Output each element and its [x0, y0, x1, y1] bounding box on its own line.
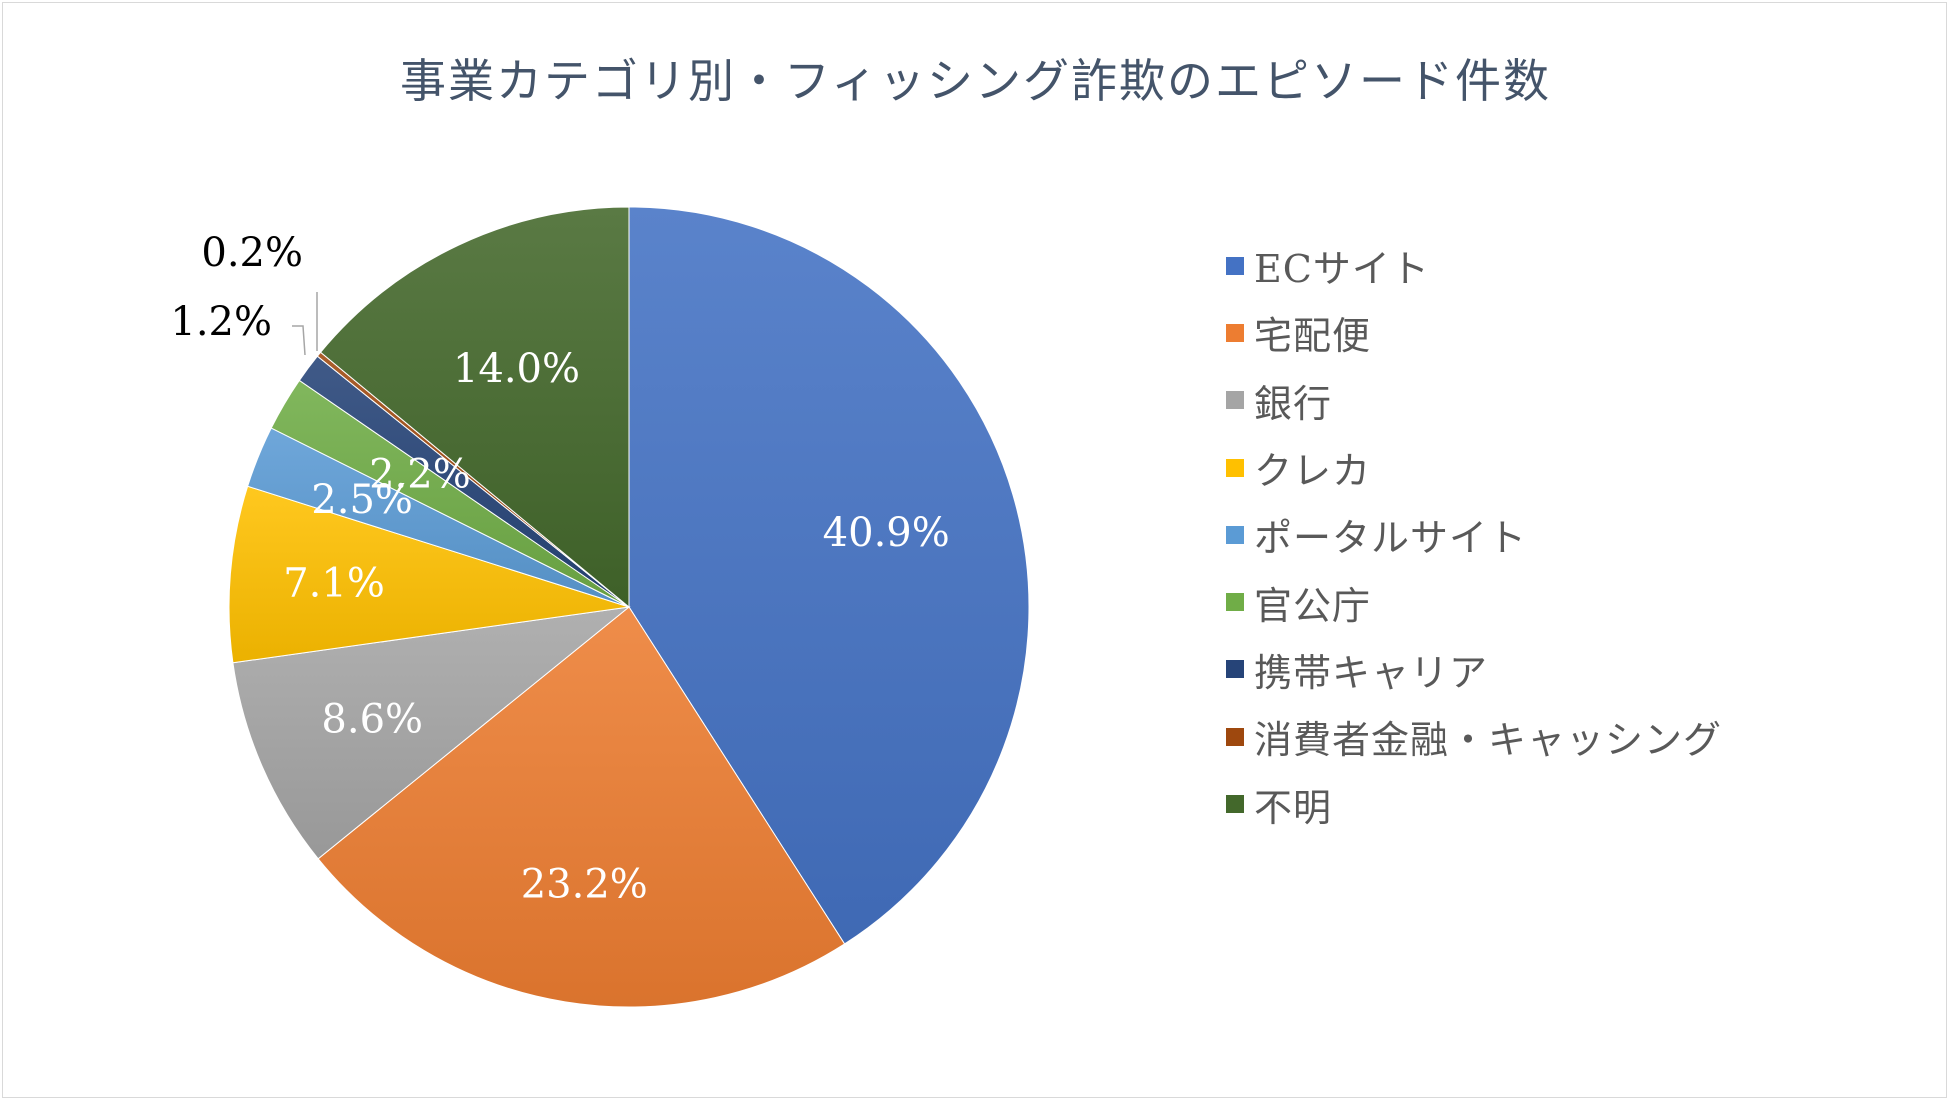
- legend-item-credit-card: クレカ: [1226, 434, 1906, 501]
- data-label-government: 2.2%: [369, 452, 471, 498]
- legend-swatch-bank: [1226, 391, 1244, 410]
- data-label-consumer-finance: 0.2%: [201, 230, 303, 276]
- legend-item-consumer-finance: 消費者金融・キャッシング: [1226, 703, 1906, 770]
- legend-label-credit-card: クレカ: [1254, 449, 1372, 494]
- pie-slices: [228, 206, 1030, 1008]
- legend-label-unknown: 不明: [1254, 785, 1333, 830]
- pie-slice-bank: [232, 606, 631, 860]
- leader-line-mobile-carrier: [292, 325, 306, 356]
- legend-swatch-ec-site: [1226, 256, 1244, 275]
- legend-swatch-government: [1226, 593, 1244, 612]
- legend-label-portal-site: ポータルサイト: [1254, 516, 1528, 561]
- legend-swatch-consumer-finance: [1226, 727, 1244, 746]
- pie-slice-ec-site: [628, 206, 1030, 945]
- data-labels: 40.9% 23.2% 8.6% 7.1% 2.5%2.2% 1.2% 0.2% 14.0%: [170, 230, 949, 907]
- legend-item-portal-site: ポータルサイト: [1226, 501, 1906, 568]
- legend-item-mobile-carrier: 携帯キャリア: [1226, 636, 1906, 703]
- legend-item-ec-site: ECサイト: [1226, 232, 1906, 299]
- legend-swatch-mobile-carrier: [1226, 660, 1244, 679]
- chart-title: 事業カテゴリ別・フィッシング詐欺のエピソード件数: [399, 54, 1552, 108]
- legend-swatch-delivery: [1226, 323, 1244, 342]
- legend-swatch-portal-site: [1226, 525, 1244, 544]
- pie-slice-unknown: [319, 206, 630, 609]
- legend-swatch-credit-card: [1226, 458, 1244, 477]
- legend-item-bank: 銀行: [1226, 367, 1906, 434]
- legend-swatch-unknown: [1226, 795, 1244, 814]
- legend: ECサイト宅配便銀行クレカポータルサイト 官公庁携帯キャリア消費者金融・キャッシン…: [1226, 232, 1906, 838]
- data-label-mobile-carrier: 1.2%: [170, 299, 272, 345]
- legend-item-government: 官公庁: [1226, 568, 1906, 635]
- data-label-unknown: 14.0%: [453, 346, 580, 392]
- data-label-credit-card: 7.1%: [283, 560, 385, 606]
- legend-item-unknown: 不明: [1226, 770, 1906, 837]
- legend-label-bank: 銀行: [1254, 381, 1333, 426]
- data-label-delivery: 23.2%: [521, 861, 648, 907]
- leader-lines: [292, 292, 318, 356]
- data-label-ec-site: 40.9%: [823, 510, 950, 556]
- legend-label-delivery: 宅配便: [1254, 314, 1372, 359]
- legend-label-government: 官公庁: [1254, 583, 1372, 628]
- pie-slice-delivery: [317, 606, 846, 1008]
- legend-label-consumer-finance: 消費者金融・キャッシング: [1254, 718, 1723, 763]
- pie-slice-credit-card: [228, 485, 630, 664]
- legend-label-ec-site: ECサイト: [1254, 247, 1430, 292]
- data-label-bank: 8.6%: [321, 697, 423, 743]
- legend-label-mobile-carrier: 携帯キャリア: [1254, 650, 1489, 695]
- legend-item-delivery: 宅配便: [1226, 299, 1906, 366]
- data-label-portal-site: 2.5%: [311, 477, 413, 523]
